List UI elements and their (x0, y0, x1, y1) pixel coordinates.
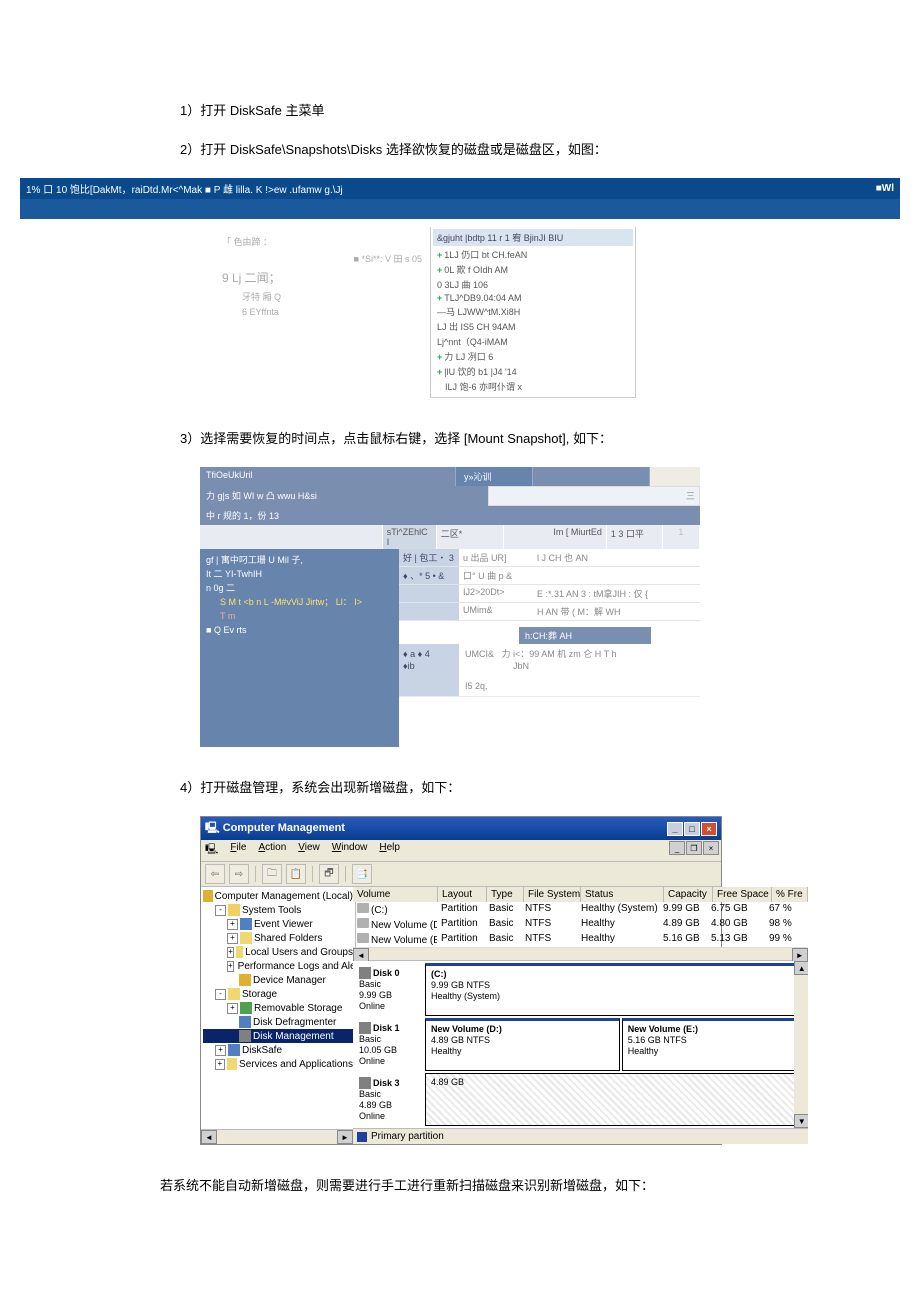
fig3-toolbar: ⇦ ⇨ 🗀 📋 🗗 📑 (201, 862, 721, 887)
volume-header: Volume Layout Type File System Status Ca… (353, 887, 808, 902)
step-1: 1）打开 DiskSafe 主菜单 (180, 100, 920, 119)
menu-help[interactable]: Help (379, 842, 400, 859)
fig1-right-header: &gjuht |bdtp 11 r 1 宥 BjinJI BIU (433, 229, 633, 246)
fig2-row2-field: 三 (488, 486, 700, 506)
up-button[interactable]: 🗀 (262, 864, 282, 884)
fig2-content: 好 | 包工・ 3u 出品 UR]l J CH 也 AN ♦ 、* 5 • &口… (399, 549, 700, 747)
mdi-close[interactable]: × (703, 841, 719, 855)
help-button[interactable]: 📑 (352, 864, 372, 884)
menu-icon[interactable]: 🖳 (205, 842, 218, 859)
legend: Primary partition (353, 1128, 808, 1144)
fig1-right-panel: &gjuht |bdtp 11 r 1 宥 BjinJI BIU +1LJ 仍口… (430, 227, 636, 398)
fig2-subheader: h:CH:葬 AH (519, 627, 651, 644)
step-4: 4）打开磁盘管理，系统会出现新增磁盘，如下： (180, 777, 920, 796)
volume-rows[interactable]: (C:)PartitionBasicNTFSHealthy (System)9.… (353, 902, 808, 947)
volume-row[interactable]: New Volume (E:)PartitionBasicNTFSHealthy… (353, 932, 808, 947)
fig2-row3: 中 r 规的 1，份 13 (200, 506, 700, 525)
fig3-menubar: 🖳 File Action View Window Help _ ❐ × (201, 840, 721, 862)
close-button[interactable]: × (701, 822, 717, 836)
fig2-tab[interactable]: y»沁训 (456, 467, 533, 486)
volume-row[interactable]: New Volume (D:)PartitionBasicNTFSHealthy… (353, 917, 808, 932)
fig3-tree[interactable]: Computer Management (Local) -System Tool… (201, 887, 356, 1129)
figure-1: 1% 口 10 饱比[DakMt，raiDtd.Mr<^Mak ■ P 雌 li… (20, 178, 900, 398)
fig3-titlebar[interactable]: 🖳 Computer Management _ □ × (201, 817, 721, 840)
disk-3[interactable]: Disk 3 Basic 4.89 GB Online 4.89 GB (355, 1073, 806, 1126)
tree-hscroll[interactable]: ◄► (201, 1129, 353, 1144)
disk-area: Disk 0 Basic 9.99 GB Online (C:) 9.99 GB… (353, 961, 808, 1128)
forward-button[interactable]: ⇨ (229, 864, 249, 884)
menu-action[interactable]: Action (258, 842, 286, 859)
mdi-minimize[interactable]: _ (669, 841, 685, 855)
volume-row[interactable]: (C:)PartitionBasicNTFSHealthy (System)9.… (353, 902, 808, 917)
refresh-button[interactable]: 🗗 (319, 864, 339, 884)
props-button[interactable]: 📋 (286, 864, 306, 884)
back-button[interactable]: ⇦ (205, 864, 225, 884)
fig1-title-right: ■Wl (876, 183, 894, 194)
tree-disk-management[interactable]: Disk Management (203, 1029, 353, 1043)
note-text: 若系统不能自动新增磁盘，则需要进行手工进行重新扫描磁盘来识别新增磁盘，如下： (160, 1175, 920, 1194)
menu-view[interactable]: View (298, 842, 320, 859)
maximize-button[interactable]: □ (684, 822, 700, 836)
fig2-row2-text: 力 g|s 如 WI w 凸 wwu H&si (200, 486, 488, 506)
mdi-restore[interactable]: ❐ (686, 841, 702, 855)
volume-hscroll[interactable]: ◄► (353, 947, 808, 961)
fig1-left-panel: 「 色由蹄 ： ■ *Si**: V 田 s 05 9 Lj 二闻； 牙特 厢 … (214, 227, 430, 398)
fig2-title: TfiOeUkUril (200, 467, 456, 486)
figure-3-computer-management: 🖳 Computer Management _ □ × 🖳 File Actio… (200, 816, 722, 1145)
menu-window[interactable]: Window (332, 842, 368, 859)
fig2-headers: sTi^ZEhlC I 二区* Im [ MiurtEd 1 3 口平 1 (200, 525, 700, 549)
disk-1[interactable]: Disk 1 Basic 10.05 GB Online New Volume … (355, 1018, 806, 1071)
disk-vscroll[interactable]: ▲▼ (794, 961, 808, 1128)
disk-0[interactable]: Disk 0 Basic 9.99 GB Online (C:) 9.99 GB… (355, 963, 806, 1016)
fig1-toolbar (20, 199, 900, 219)
minimize-button[interactable]: _ (667, 822, 683, 836)
menu-file[interactable]: File (230, 842, 246, 859)
fig2-tree: gf | 寓中叼工珊 U Mil 子, It 二 YI-TwhIH n 0g 二… (200, 549, 399, 747)
fig1-titlebar: 1% 口 10 饱比[DakMt，raiDtd.Mr<^Mak ■ P 雌 li… (20, 178, 900, 199)
figure-2: TfiOeUkUril y»沁训 力 g|s 如 WI w 凸 wwu H&si… (200, 467, 700, 747)
fig1-title-left: 1% 口 10 饱比[DakMt，raiDtd.Mr<^Mak ■ P 雌 li… (26, 181, 343, 196)
step-2: 2）打开 DiskSafe\Snapshots\Disks 选择欲恢复的磁盘或是… (180, 139, 920, 158)
step-3: 3）选择需要恢复的时间点，点击鼠标右键，选择 [Mount Snapshot],… (180, 428, 920, 447)
